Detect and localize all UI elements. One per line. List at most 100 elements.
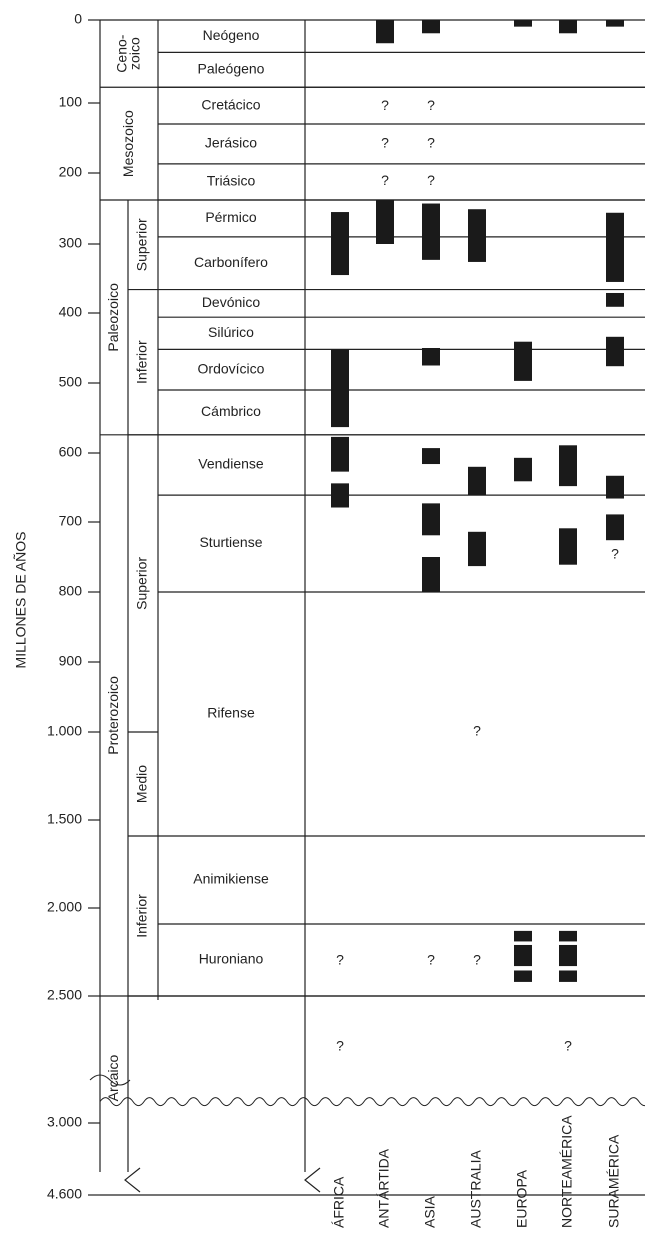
period-label: Rifense [207,705,255,721]
glaciation-bar [606,475,624,499]
era-label-line: Paleozoico [105,283,121,352]
glaciation-bar [422,557,440,592]
period-label: Jerásico [205,135,257,151]
glaciation-bar [606,212,624,282]
y-tick-label: 700 [59,513,83,529]
glaciation-bar [422,203,440,260]
glaciation-bar [606,336,624,367]
continent-label: NORTEAMÉRICA [559,1115,575,1228]
y-tick-label: 4.600 [47,1186,82,1202]
period-label: Devónico [202,294,261,310]
y-tick-label: 100 [59,94,83,110]
period-label: Silúrico [208,324,254,340]
uncertain-mark: ? [381,97,389,113]
uncertain-mark: ? [427,97,435,113]
uncertain-mark: ? [381,134,389,150]
y-axis-label: MILLONES DE AÑOS [13,532,29,669]
glaciation-bar [422,20,440,34]
uncertain-mark: ? [336,1038,344,1054]
y-tick-label: 1.000 [47,723,82,739]
glaciation-bar [514,457,532,482]
glaciation-bar [376,20,394,44]
y-tick-label: 500 [59,374,83,390]
continent-label: EUROPA [514,1169,530,1228]
era-label: Proterozoico [105,676,121,755]
glaciation-bar [468,209,486,262]
glaciation-bar [514,341,532,381]
y-tick-label: 800 [59,583,83,599]
era-label: Arcaico [105,1054,121,1101]
glaciation-bar [422,448,440,465]
subdivision-label: Inferior [134,894,150,938]
era-label: Ceno-zoico [113,34,142,72]
uncertain-mark: ? [473,952,481,968]
period-label: Sturtiense [199,534,262,550]
glaciation-bar [422,503,440,536]
column-lines [99,20,306,1172]
glaciation-bar [559,930,577,942]
era-label-line: Arcaico [105,1054,121,1101]
y-tick-label: 400 [59,304,83,320]
continent-label: AUSTRALIA [468,1150,484,1228]
uncertain-mark: ? [611,546,619,562]
era-label-line: Proterozoico [105,676,121,755]
period-label: Animikiense [193,871,269,887]
y-tick-label: 3.000 [47,1114,82,1130]
y-tick-label: 300 [59,235,83,251]
glaciation-bar [514,944,532,967]
glaciation-bar [331,436,349,472]
uncertain-mark: ? [427,172,435,188]
uncertain-mark: ? [427,952,435,968]
glaciation-bar [514,970,532,982]
era-label-line: Mesozoico [120,110,136,177]
continent-label: ÁFRICA [331,1176,347,1228]
period-label: Paleógeno [198,61,265,77]
glaciation-bar [331,483,349,508]
glaciation-bar [559,970,577,982]
wave [99,1097,645,1107]
glaciation-bar [559,20,577,34]
glaciation-bar [514,20,532,27]
glaciation-bar [559,944,577,967]
glaciation-bar [514,930,532,942]
glaciation-bar [606,292,624,307]
uncertain-mark: ? [473,723,481,739]
y-tick-label: 1.500 [47,811,82,827]
y-tick-label: 2.000 [47,899,82,915]
subdivision-label: Superior [134,557,150,610]
period-label: Ordovícico [198,360,265,376]
period-label: Pérmico [205,209,257,225]
era-label-line: zoico [126,37,142,70]
continent-label: ANTÁRTIDA [376,1148,392,1228]
uncertain-mark: ? [564,1038,572,1054]
period-label: Vendiense [198,456,264,472]
period-label: Neógeno [203,27,260,43]
subdivision-label: Superior [134,218,150,271]
y-tick-label: 200 [59,164,83,180]
period-label: Cámbrico [201,403,261,419]
continent-label: SURAMÉRICA [606,1134,622,1228]
glaciation-bar [331,349,349,428]
era-label-line: Ceno- [113,34,129,72]
uncertain-mark: ? [336,952,344,968]
break-marks [124,1167,321,1193]
y-tick-label: 600 [59,444,83,460]
period-label: Huroniano [199,951,264,967]
glaciation-bar [331,212,349,276]
period-label: Cretácico [201,96,260,112]
period-label: Carbonífero [194,254,268,270]
glaciation-bar [559,445,577,487]
glaciation-bar [606,20,624,27]
subdivision-label: Inferior [134,340,150,384]
y-tick-label: 900 [59,653,83,669]
period-label: Triásico [207,173,256,189]
glaciation-bar [376,199,394,244]
glaciation-bar [468,466,486,496]
uncertain-mark: ? [381,172,389,188]
glaciation-bar [422,348,440,366]
glaciation-bar [559,528,577,565]
era-label: Mesozoico [120,110,136,177]
y-tick-label: 2.500 [47,987,82,1003]
subdivision-label: Medio [134,765,150,803]
